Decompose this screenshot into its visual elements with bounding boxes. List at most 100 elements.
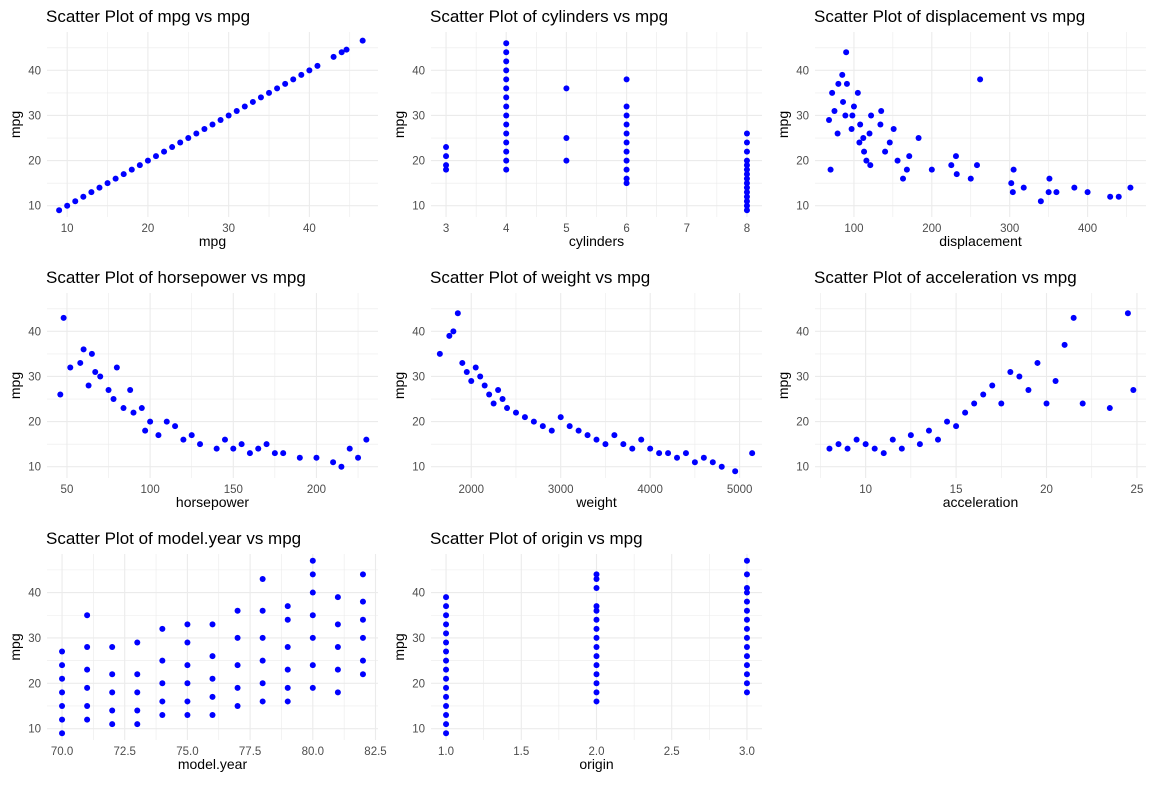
data-point [259,657,266,664]
y-tick-label: 20 [28,678,41,690]
data-point [584,432,591,439]
data-point [184,621,191,628]
x-axis-label: model.year [178,756,248,772]
chart-title: Scatter Plot of displacement vs mpg [814,7,1085,26]
data-point [548,427,555,434]
data-point [298,71,305,78]
data-point [503,166,510,173]
data-point [80,193,87,200]
x-tick-label: 3.0 [739,746,755,758]
data-point [743,189,750,196]
data-point [468,377,475,384]
data-point [134,689,141,696]
data-point [743,689,750,696]
data-point [989,382,996,389]
data-point [743,571,750,578]
data-point [623,103,630,110]
data-point [88,189,95,196]
data-point [503,85,510,92]
data-point [271,450,278,457]
data-point [180,436,187,443]
data-point [263,441,270,448]
data-point [72,198,79,205]
data-point [59,689,66,696]
data-point [563,85,570,92]
data-point [241,103,248,110]
data-point [743,653,750,660]
data-point [259,680,266,687]
chart-title: Scatter Plot of weight vs mpg [430,268,650,287]
data-point [109,707,116,714]
data-point [835,441,842,448]
data-point [850,103,857,110]
data-point [539,423,546,430]
data-point [934,436,941,443]
y-tick-label: 30 [412,371,425,383]
data-point [1043,400,1050,407]
data-point [638,436,645,443]
data-point [839,71,846,78]
data-point [623,180,630,187]
data-point [829,89,836,96]
data-point [503,58,510,65]
data-point [80,346,87,353]
data-point [503,67,510,74]
data-point [309,634,316,641]
data-point [743,130,750,137]
data-point [284,684,291,691]
data-point [359,671,366,678]
y-axis-label: mpg [7,372,23,399]
data-point [691,459,698,466]
data-point [454,310,461,317]
data-point [743,175,750,182]
data-point [503,148,510,155]
data-point [593,625,600,632]
y-tick-label: 40 [28,588,41,600]
data-point [463,368,470,375]
data-point [871,445,878,452]
data-point [1127,184,1134,191]
x-axis-label: displacement [939,233,1022,249]
data-point [230,445,237,452]
data-point [1052,377,1059,384]
data-point [623,130,630,137]
data-point [77,359,84,366]
y-axis-label: mpg [775,372,791,399]
data-point [944,418,951,425]
data-point [459,359,466,366]
data-point [259,698,266,705]
data-point [980,391,987,398]
data-point [159,698,166,705]
data-point [743,585,750,592]
data-point [134,671,141,678]
data-point [313,454,320,461]
data-point [503,103,510,110]
data-point [593,571,600,578]
data-point [296,454,303,461]
data-point [867,162,874,169]
y-axis-label: mpg [391,111,407,138]
data-point [359,37,366,44]
x-tick-label: 15 [950,484,963,496]
data-point [147,418,154,425]
data-point [238,441,245,448]
data-point [443,630,450,637]
data-point [674,454,681,461]
data-point [623,148,630,155]
x-axis-label: cylinders [569,233,624,249]
data-point [169,144,176,151]
data-point [284,603,291,610]
x-tick-label: 4000 [637,484,663,496]
y-tick-label: 10 [412,462,425,474]
data-point [623,112,630,119]
data-point [889,436,896,443]
data-point [84,612,91,619]
data-point [234,702,241,709]
data-point [718,463,725,470]
data-point [486,391,493,398]
data-point [915,135,922,142]
data-point [443,603,450,610]
data-point [1124,310,1131,317]
x-tick-label: 3000 [548,484,574,496]
data-point [503,112,510,119]
